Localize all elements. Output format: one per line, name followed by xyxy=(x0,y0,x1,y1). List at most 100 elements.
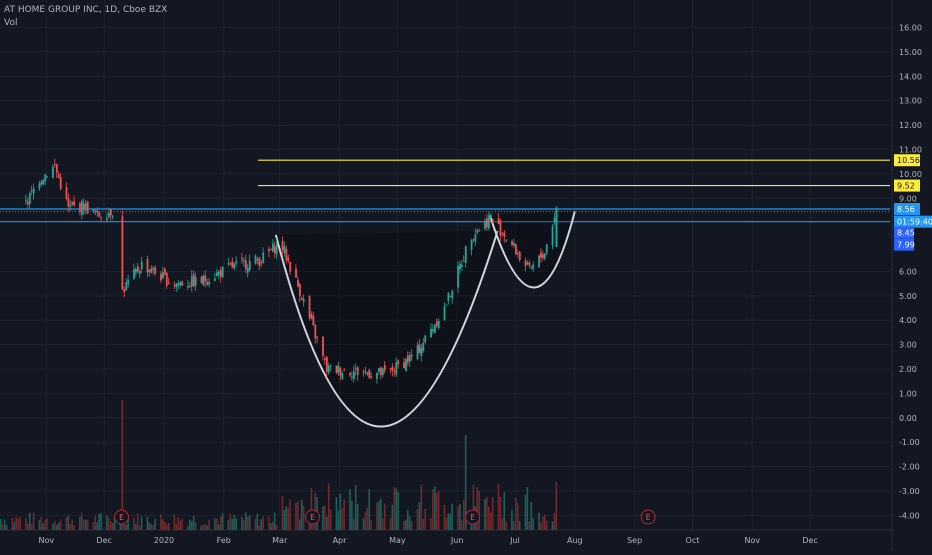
candle-body xyxy=(73,201,76,206)
candle-body xyxy=(289,261,292,272)
volume-bar xyxy=(370,519,372,530)
volume-bar xyxy=(420,484,423,530)
candle-body xyxy=(79,203,81,212)
candle-body xyxy=(449,296,452,298)
volume-bar xyxy=(173,514,176,530)
volume-bar xyxy=(524,494,527,530)
candle-body xyxy=(260,262,263,264)
candle-body xyxy=(254,255,257,264)
candle-body xyxy=(208,281,211,285)
earnings-marker xyxy=(114,509,130,525)
candle-body xyxy=(513,243,515,246)
candle-body xyxy=(516,253,519,255)
volume-bar xyxy=(84,519,87,530)
volume-bar xyxy=(489,512,492,530)
candle-body xyxy=(69,205,72,207)
volume-bar xyxy=(57,522,60,530)
candle-body xyxy=(256,259,259,261)
volume-bar xyxy=(285,506,288,530)
volume-bar xyxy=(67,515,70,530)
candle-body xyxy=(422,342,425,352)
candle-body xyxy=(268,248,270,252)
candle-body xyxy=(123,289,126,293)
candle-body xyxy=(206,282,209,285)
candle-body xyxy=(262,252,265,263)
candle-body xyxy=(324,358,326,360)
volume-bar xyxy=(28,512,31,530)
candle-body xyxy=(511,241,513,245)
candle-body xyxy=(181,281,184,286)
candle-body xyxy=(343,369,346,371)
y-tick-label: 4.00 xyxy=(899,316,917,325)
candle-body xyxy=(484,220,486,229)
volume-bar xyxy=(437,490,440,530)
y-tick-label: 11.00 xyxy=(899,145,922,154)
candle-body xyxy=(160,273,162,281)
volume-bar xyxy=(243,519,245,530)
volume-bar xyxy=(435,492,438,530)
volume-bar xyxy=(403,521,405,530)
candle-body xyxy=(351,376,353,378)
candle-body xyxy=(349,373,351,376)
candle-body xyxy=(308,295,311,318)
candle-body xyxy=(354,368,357,370)
candle-body xyxy=(52,166,54,178)
volume-bar xyxy=(356,504,359,530)
y-tick-label: 15.00 xyxy=(899,48,922,57)
price-label-text: 10.56 xyxy=(897,156,920,165)
candle-body xyxy=(391,366,394,372)
volume-bar xyxy=(322,506,324,530)
x-tick-label: Apr xyxy=(333,536,348,545)
volume-bar xyxy=(5,524,8,530)
earnings-marker xyxy=(304,509,320,525)
candle-body xyxy=(368,369,371,379)
volume-bar xyxy=(545,520,548,530)
candle-body xyxy=(138,271,141,275)
earnings-label: E xyxy=(646,513,651,522)
volume-bar xyxy=(216,518,218,530)
volume-bar xyxy=(497,484,500,530)
volume-bar xyxy=(505,521,507,530)
volume-bar xyxy=(516,503,519,530)
volume-bar xyxy=(540,522,542,530)
candle-body xyxy=(92,208,95,213)
candle-body xyxy=(111,215,114,217)
candle-body xyxy=(530,267,533,269)
candle-body xyxy=(81,200,83,215)
candle-body xyxy=(397,360,400,365)
candle-body xyxy=(405,359,407,371)
volume-bar xyxy=(19,516,21,530)
volume-bar xyxy=(206,525,208,530)
volume-bar xyxy=(287,508,290,530)
candle-body xyxy=(322,336,324,356)
volume-bar xyxy=(443,504,446,530)
volume-bar xyxy=(553,512,556,530)
candle-body xyxy=(233,263,236,269)
volume-bar xyxy=(32,512,35,530)
volume-bar xyxy=(297,501,299,530)
x-tick-label: Sep xyxy=(627,536,642,545)
volume-bar xyxy=(214,518,216,530)
candle-body xyxy=(65,187,68,199)
volume-bar xyxy=(113,516,116,530)
y-tick-label: 6.00 xyxy=(899,267,917,276)
candle-body xyxy=(337,366,340,373)
volume-bar xyxy=(106,515,108,530)
candle-body xyxy=(163,268,166,275)
earnings-label: E xyxy=(310,513,315,522)
candle-body xyxy=(57,174,60,179)
candle-body xyxy=(505,239,508,241)
candle-body xyxy=(403,362,405,369)
volume-bar xyxy=(464,435,467,530)
volume-bar xyxy=(55,524,58,530)
volume-bar xyxy=(146,516,149,530)
candle-body xyxy=(241,258,243,260)
candle-body xyxy=(275,243,278,255)
volume-bar xyxy=(52,523,54,530)
candle-body xyxy=(125,282,128,290)
candle-body xyxy=(302,299,305,302)
candle-body xyxy=(27,201,29,205)
candle-body xyxy=(271,243,274,252)
candle-body xyxy=(86,201,89,214)
candle-body xyxy=(40,181,43,185)
